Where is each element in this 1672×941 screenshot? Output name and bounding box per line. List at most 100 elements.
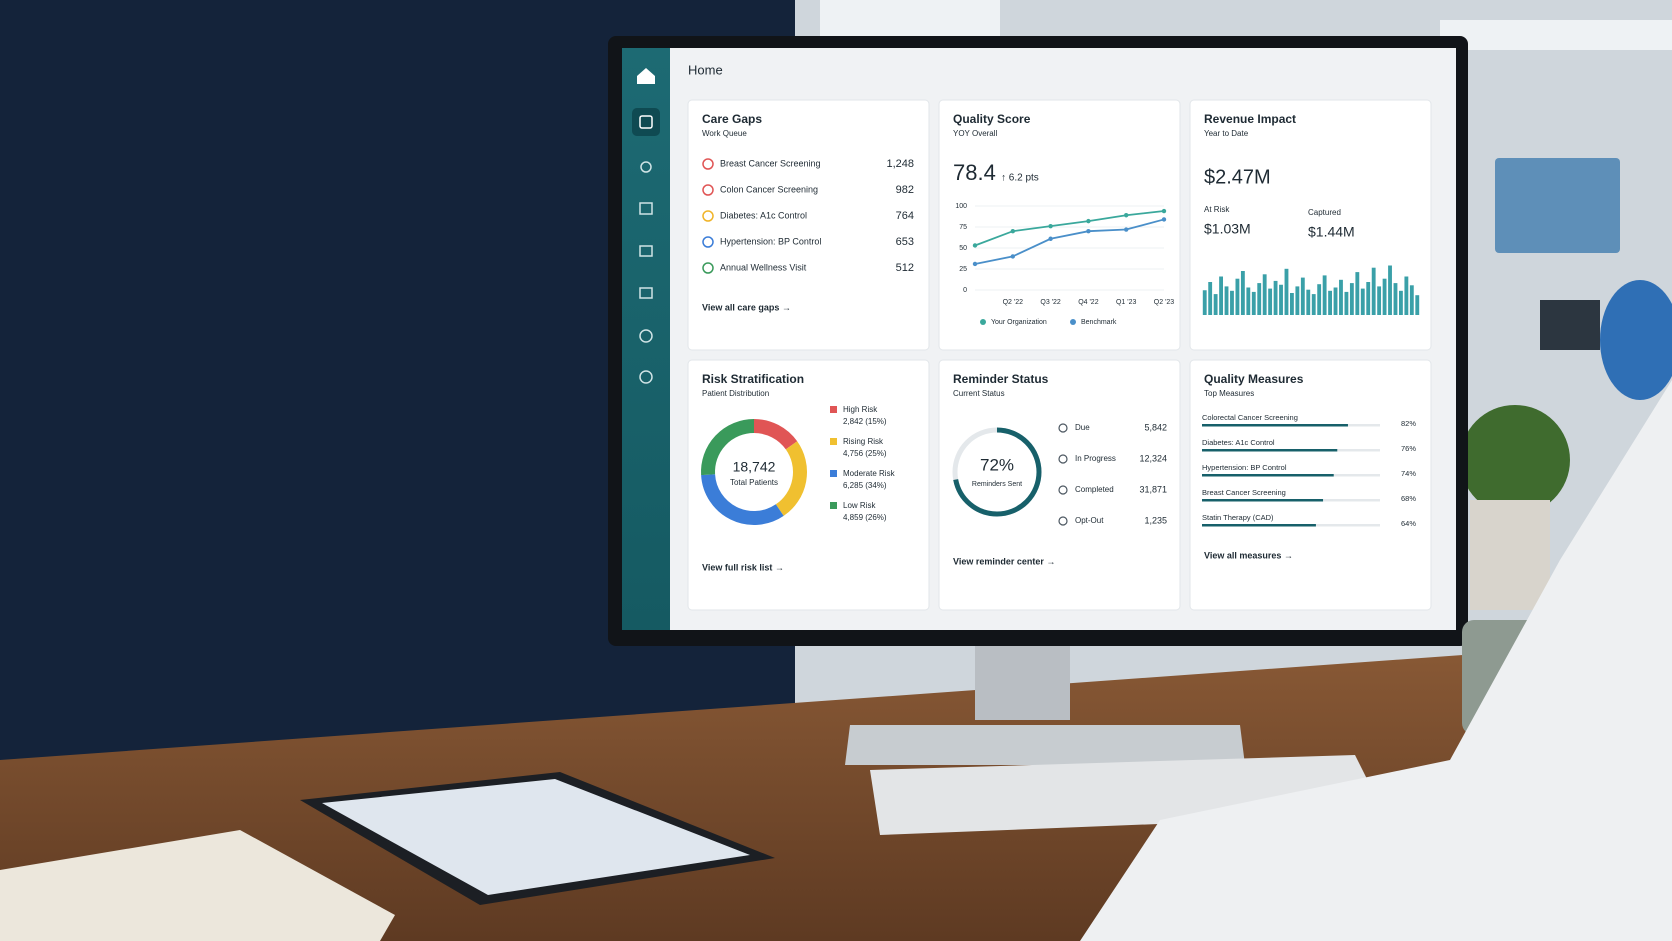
status-icon: [1058, 454, 1068, 464]
nav-icon[interactable]: [639, 202, 653, 215]
item-name: Colon Cancer Screening: [720, 184, 818, 194]
point: [1161, 208, 1167, 214]
y-tick-label: 0: [963, 287, 967, 294]
line: [974, 218, 1165, 265]
card-link[interactable]: View full risk list →: [702, 562, 784, 572]
bar: [1339, 279, 1343, 315]
nav-icon[interactable]: [640, 161, 652, 173]
legend-value: 2,842 (15%): [843, 417, 887, 426]
ring-value: [952, 427, 1042, 517]
at-risk-label: At Risk: [1204, 205, 1230, 214]
point: [972, 261, 978, 267]
bar: [1202, 474, 1334, 477]
measure-name: Breast Cancer Screening: [1202, 488, 1286, 497]
point: [1161, 217, 1167, 222]
captured-value: $1.44M: [1308, 224, 1355, 240]
donut-segment: [753, 419, 798, 450]
x-tick-label: Q1 '23: [1116, 299, 1137, 306]
point: [1048, 223, 1053, 229]
bar: [1366, 282, 1371, 315]
bar: [1202, 499, 1324, 502]
measure-value: 74%: [1401, 469, 1416, 478]
bar: [1213, 294, 1218, 315]
line: [974, 210, 1165, 247]
card-subtitle: Patient Distribution: [702, 389, 769, 398]
measure-name: Statin Therapy (CAD): [1202, 513, 1274, 522]
card: [1189, 359, 1432, 611]
donut-segment: [701, 419, 755, 476]
y-tick-label: 100: [955, 203, 967, 210]
nav-icon[interactable]: [639, 287, 653, 299]
legend-value: 4,859 (26%): [843, 513, 887, 522]
x-tick-label: Q2 '23: [1154, 299, 1175, 306]
y-tick-label: 25: [959, 266, 967, 273]
card-link[interactable]: View all measures →: [1204, 550, 1293, 560]
legend-value: 4,756 (25%): [843, 449, 887, 458]
status-count: 31,871: [1139, 484, 1167, 494]
card: [687, 99, 930, 351]
measure-value: 76%: [1401, 444, 1416, 453]
card-subtitle: Year to Date: [1204, 129, 1249, 138]
bar: [1284, 268, 1289, 315]
status-name: Completed: [1075, 485, 1114, 494]
legend-swatch: [830, 470, 837, 477]
sidebar: [622, 48, 670, 630]
bar: [1219, 276, 1223, 315]
bar: [1240, 271, 1245, 315]
ring-label: 72%: [980, 455, 1014, 474]
card-subtitle: YOY Overall: [953, 129, 998, 138]
card-title: Risk Stratification: [702, 372, 804, 386]
bar: [1273, 280, 1278, 315]
nav-icon[interactable]: [639, 370, 653, 384]
bar: [1333, 287, 1338, 315]
legend-value: 6,285 (34%): [843, 481, 887, 490]
y-tick-label: 50: [959, 245, 967, 252]
bar: [1415, 295, 1420, 315]
card-link[interactable]: View all care gaps →: [702, 302, 791, 312]
x-tick-label: Q3 '22: [1040, 299, 1061, 306]
item-count: 512: [896, 262, 914, 274]
nav-icon[interactable]: [639, 329, 653, 343]
card-link[interactable]: View reminder center →: [953, 556, 1055, 566]
card-subtitle: Current Status: [953, 389, 1005, 398]
bar: [1322, 275, 1327, 315]
bar: [1360, 288, 1365, 315]
item-count: 764: [896, 210, 914, 222]
status-icon: [1058, 516, 1068, 526]
point: [1010, 254, 1015, 259]
bar: [1208, 282, 1213, 315]
item-name: Annual Wellness Visit: [720, 262, 807, 272]
bar: [1202, 449, 1338, 452]
measure-value: 64%: [1401, 519, 1416, 528]
status-icon: [1058, 485, 1068, 495]
donut-segment: [701, 473, 784, 525]
card-title: Revenue Impact: [1204, 112, 1296, 126]
y-tick-label: 75: [959, 224, 967, 231]
wall-screen: [1495, 158, 1620, 253]
point: [1086, 218, 1091, 224]
bar: [1355, 272, 1360, 315]
legend-label: Rising Risk: [843, 437, 884, 446]
legend-swatch: [830, 438, 837, 445]
bar: [1246, 287, 1251, 315]
point: [1124, 227, 1129, 232]
notebook: [0, 830, 395, 941]
page-title: Home: [688, 62, 723, 77]
item-name: Breast Cancer Screening: [720, 158, 821, 168]
bar: [1262, 274, 1267, 315]
ring-caption: Reminders Sent: [972, 481, 1022, 488]
bar: [1349, 283, 1354, 315]
bar: [1290, 293, 1294, 315]
home-icon[interactable]: [637, 68, 655, 84]
bar: [1202, 290, 1207, 315]
status-name: Due: [1075, 423, 1090, 432]
donut-total: 18,742: [733, 459, 776, 475]
nav-active[interactable]: [632, 108, 660, 136]
person-sleeve: [1080, 380, 1672, 941]
nav-icon[interactable]: [639, 245, 653, 257]
measure-name: Colorectal Cancer Screening: [1202, 413, 1298, 422]
status-icon: [1058, 423, 1068, 433]
legend-swatch: [980, 319, 986, 325]
bar: [1230, 290, 1234, 315]
